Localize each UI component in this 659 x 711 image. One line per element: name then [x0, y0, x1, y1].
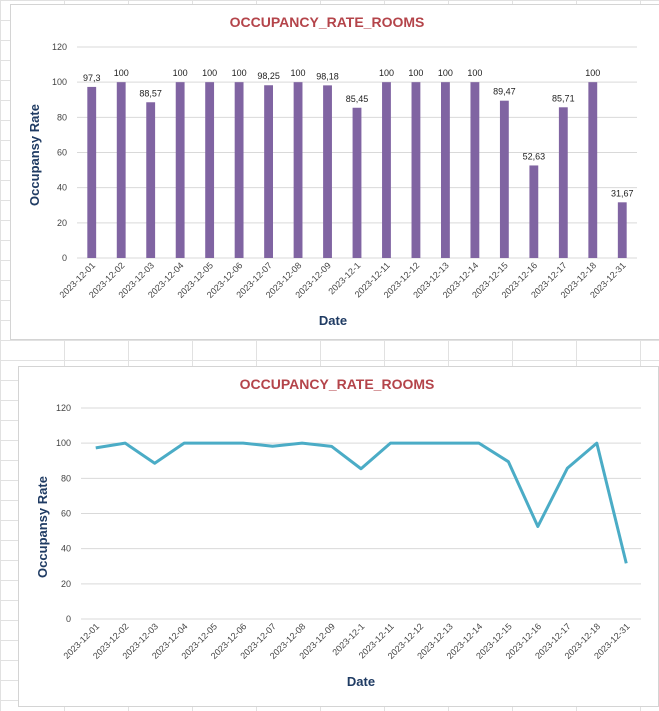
bar-chart-data-label: 100 — [467, 68, 482, 78]
line-chart-point[interactable] — [153, 461, 157, 465]
bar-chart-bar[interactable] — [323, 85, 332, 258]
line-chart-point[interactable] — [595, 441, 599, 445]
bar-chart-data-label: 98,18 — [316, 71, 339, 81]
line-chart-series-line[interactable] — [95, 441, 628, 564]
line-chart-point[interactable] — [94, 446, 98, 450]
bar-chart-bar[interactable] — [529, 165, 539, 258]
bar-chart-bar[interactable] — [87, 86, 97, 258]
bar-chart-bar[interactable] — [382, 82, 391, 259]
bar-chart-bar[interactable] — [293, 82, 303, 259]
bar-chart-data-label: 85,45 — [346, 94, 369, 104]
line-chart-y-tick-label: 40 — [61, 544, 71, 554]
bar-chart-data-label: 52,63 — [523, 151, 546, 161]
bar-chart-data-label: 31,67 — [611, 188, 634, 198]
bar-chart-y-tick-label: 100 — [52, 77, 67, 87]
line-chart-x-axis-title: Date — [347, 674, 375, 689]
bar-chart-bar[interactable] — [499, 100, 509, 258]
bar-chart-data-label: 100 — [202, 68, 217, 78]
line-chart-y-tick-label: 0 — [66, 614, 71, 624]
bar-chart-bar[interactable] — [558, 107, 568, 259]
bar-chart-data-label: 89,47 — [493, 87, 516, 97]
line-chart-point[interactable] — [359, 467, 363, 471]
bar-chart-data-label: 88,57 — [139, 88, 162, 98]
line-chart: OCCUPANCY_RATE_ROOMS Date Occupansy Rate… — [35, 376, 641, 689]
bar-chart-card[interactable]: OCCUPANCY_RATE_ROOMS Date Occupansy Rate… — [10, 4, 659, 340]
bar-chart-bar[interactable] — [175, 82, 185, 259]
bar-chart-x-axis-title: Date — [319, 313, 347, 328]
bar-chart-data-label: 100 — [438, 68, 453, 78]
bar-chart-bar[interactable] — [116, 82, 126, 259]
line-chart-point[interactable] — [212, 441, 216, 445]
bar-chart-bar[interactable] — [146, 102, 156, 258]
bar-chart: OCCUPANCY_RATE_ROOMS Date Occupansy Rate… — [27, 14, 637, 328]
line-chart-point[interactable] — [477, 441, 481, 445]
bar-chart-data-label: 100 — [408, 68, 423, 78]
line-chart-y-tick-label: 20 — [61, 579, 71, 589]
line-chart-point[interactable] — [447, 441, 451, 445]
bar-chart-bar[interactable] — [588, 82, 598, 259]
line-chart-y-tick-label: 60 — [61, 509, 71, 519]
bar-chart-bar[interactable] — [234, 82, 244, 259]
bar-chart-data-label: 100 — [114, 68, 129, 78]
bar-chart-bar[interactable] — [411, 82, 421, 259]
bar-chart-data-label: 85,71 — [552, 93, 575, 103]
bar-chart-title: OCCUPANCY_RATE_ROOMS — [230, 14, 425, 30]
bar-chart-y-tick-label: 40 — [57, 183, 67, 193]
bar-chart-bar[interactable] — [617, 202, 627, 258]
bar-chart-y-tick-label: 120 — [52, 42, 67, 52]
line-chart-title: OCCUPANCY_RATE_ROOMS — [240, 376, 435, 392]
line-chart-point[interactable] — [241, 441, 245, 445]
bar-chart-data-label: 98,25 — [257, 71, 280, 81]
line-chart-point[interactable] — [123, 441, 127, 445]
line-chart-point[interactable] — [506, 460, 510, 464]
line-chart-y-tick-label: 100 — [56, 438, 71, 448]
bar-chart-y-tick-label: 20 — [57, 218, 67, 228]
line-chart-y-tick-label: 80 — [61, 473, 71, 483]
bar-chart-y-axis-title: Occupansy Rate — [27, 104, 42, 206]
bar-chart-y-tick-label: 0 — [62, 253, 67, 263]
line-chart-y-axis-title: Occupansy Rate — [35, 476, 50, 578]
bar-chart-y-tick-label: 80 — [57, 112, 67, 122]
bar-chart-y-tick-label: 60 — [57, 148, 67, 158]
bar-chart-data-label: 100 — [291, 68, 306, 78]
bar-chart-data-label: 97,3 — [83, 73, 101, 83]
bar-chart-bar[interactable] — [352, 107, 362, 258]
bar-chart-data-label: 100 — [379, 68, 394, 78]
bar-chart-bar[interactable] — [441, 82, 450, 259]
line-chart-point[interactable] — [565, 466, 569, 470]
line-chart-point[interactable] — [330, 444, 334, 448]
bar-chart-data-label: 100 — [173, 68, 188, 78]
bar-chart-data-label: 100 — [232, 68, 247, 78]
line-chart-point[interactable] — [418, 441, 422, 445]
bar-chart-bar[interactable] — [205, 82, 215, 259]
line-chart-y-tick-label: 120 — [56, 403, 71, 413]
line-chart-point[interactable] — [388, 441, 392, 445]
line-chart-point[interactable] — [300, 441, 304, 445]
bar-chart-bar[interactable] — [470, 82, 480, 259]
bar-chart-data-label: 100 — [585, 68, 600, 78]
line-chart-point[interactable] — [271, 444, 275, 448]
bar-chart-bar[interactable] — [264, 85, 273, 259]
line-chart-card[interactable]: OCCUPANCY_RATE_ROOMS Date Occupansy Rate… — [18, 366, 659, 707]
line-chart-point[interactable] — [624, 561, 628, 565]
line-chart-point[interactable] — [182, 441, 186, 445]
line-chart-point[interactable] — [536, 524, 540, 528]
